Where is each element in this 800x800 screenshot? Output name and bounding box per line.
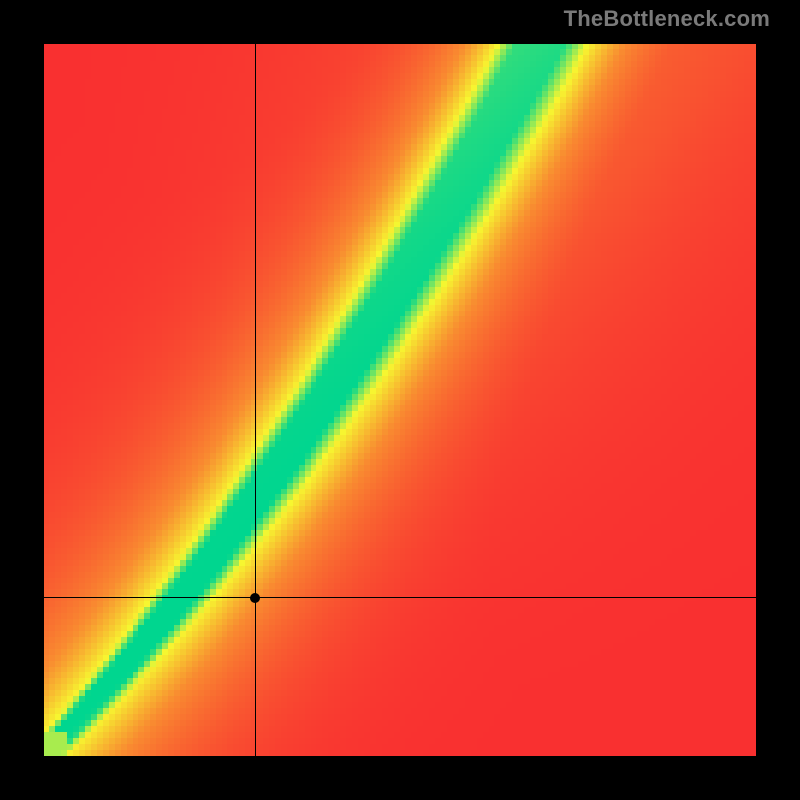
heatmap-canvas: [44, 44, 756, 756]
heatmap-plot-area: [44, 44, 756, 756]
watermark-text: TheBottleneck.com: [564, 6, 770, 32]
crosshair-marker-point: [250, 593, 260, 603]
crosshair-vertical: [255, 44, 256, 756]
crosshair-horizontal: [44, 597, 756, 598]
